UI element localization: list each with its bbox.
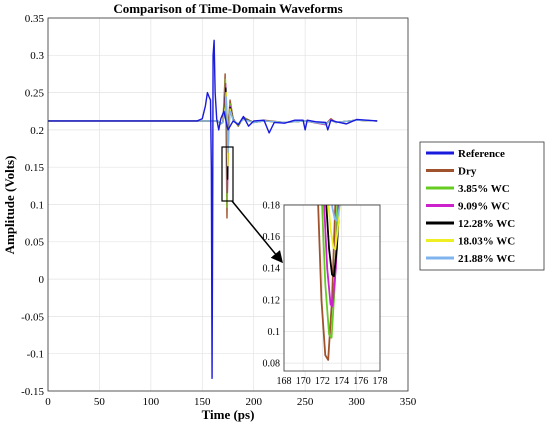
legend-entry: 18.03% WC	[458, 236, 515, 248]
y-tick-label: 0.15	[25, 162, 45, 174]
inset-series	[317, 205, 341, 361]
x-tick-label: 300	[348, 396, 365, 408]
inset-frame	[283, 204, 381, 372]
x-tick-label: 350	[400, 396, 417, 408]
y-tick-label: 0.08	[263, 359, 281, 370]
legend-entry: Dry	[458, 166, 477, 178]
x-tick-label: 168	[277, 376, 292, 387]
zoom-box	[221, 146, 234, 202]
plot-frame	[47, 17, 409, 392]
y-tick-label: 0.14	[263, 264, 281, 275]
inset-y-tick-labels: 0.08 0.1 0.12 0.14 0.16 0.18	[263, 201, 281, 370]
inset-series-line-4	[327, 205, 341, 251]
x-tick-label: 200	[245, 396, 262, 408]
legend-entry: 12.28% WC	[458, 218, 515, 230]
y-tick-label: 0	[39, 274, 45, 286]
x-tick-label: 172	[315, 376, 330, 387]
y-tick-label: -0.1	[27, 349, 44, 361]
x-tick-label: 0	[45, 396, 51, 408]
main-series	[48, 39, 378, 380]
y-tick-label: 0.12	[263, 295, 281, 306]
x-tick-label: 178	[373, 376, 388, 387]
x-tick-label: 50	[94, 396, 106, 408]
y-tick-label: 0.25	[25, 87, 45, 99]
inset-x-tick-labels: 168 170 172 174 176 178	[277, 376, 388, 387]
y-tick-label: 0.1	[30, 199, 44, 211]
y-tick-labels: -0.15 -0.1 -0.05 0 0.05 0.1 0.15 0.2 0.25 0.3 0.35	[21, 13, 44, 398]
inset-series-line-0	[317, 205, 337, 361]
x-tick-labels: 0 50 100 150 200 250 300 350	[45, 396, 417, 408]
x-tick-label: 250	[297, 396, 314, 408]
y-tick-label: 0.05	[25, 237, 45, 249]
y-tick-label: 0.18	[263, 201, 281, 212]
chart-title: Comparison of Time-Domain Waveforms	[113, 1, 342, 16]
legend-entry: 9.09% WC	[458, 201, 510, 213]
legend-entry: Reference	[458, 148, 505, 160]
main-series-line-6	[48, 39, 378, 380]
y-tick-label: 0.35	[25, 13, 45, 25]
x-axis-label: Time (ps)	[202, 407, 255, 422]
y-tick-label: 0.16	[263, 232, 281, 243]
legend-entry: 21.88% WC	[458, 253, 515, 265]
x-tick-label: 100	[143, 396, 160, 408]
x-tick-label: 174	[334, 376, 349, 387]
y-tick-label: -0.15	[21, 386, 44, 398]
y-tick-label: 0.2	[30, 125, 44, 137]
legend: Reference Dry 3.85% WC 9.09% WC 12.28% WC 18.…	[419, 141, 545, 271]
inset-series-line-5	[331, 205, 341, 222]
legend-entry: 3.85% WC	[458, 183, 510, 195]
x-tick-label: 170	[296, 376, 311, 387]
y-tick-label: 0.1	[268, 327, 281, 338]
y-tick-label: 0.3	[30, 50, 44, 62]
x-tick-label: 176	[353, 376, 368, 387]
x-tick-label: 150	[194, 396, 211, 408]
y-tick-label: -0.05	[21, 311, 44, 323]
zoom-arrow	[231, 200, 283, 264]
y-axis-label: Amplitude (Volts)	[2, 156, 17, 255]
